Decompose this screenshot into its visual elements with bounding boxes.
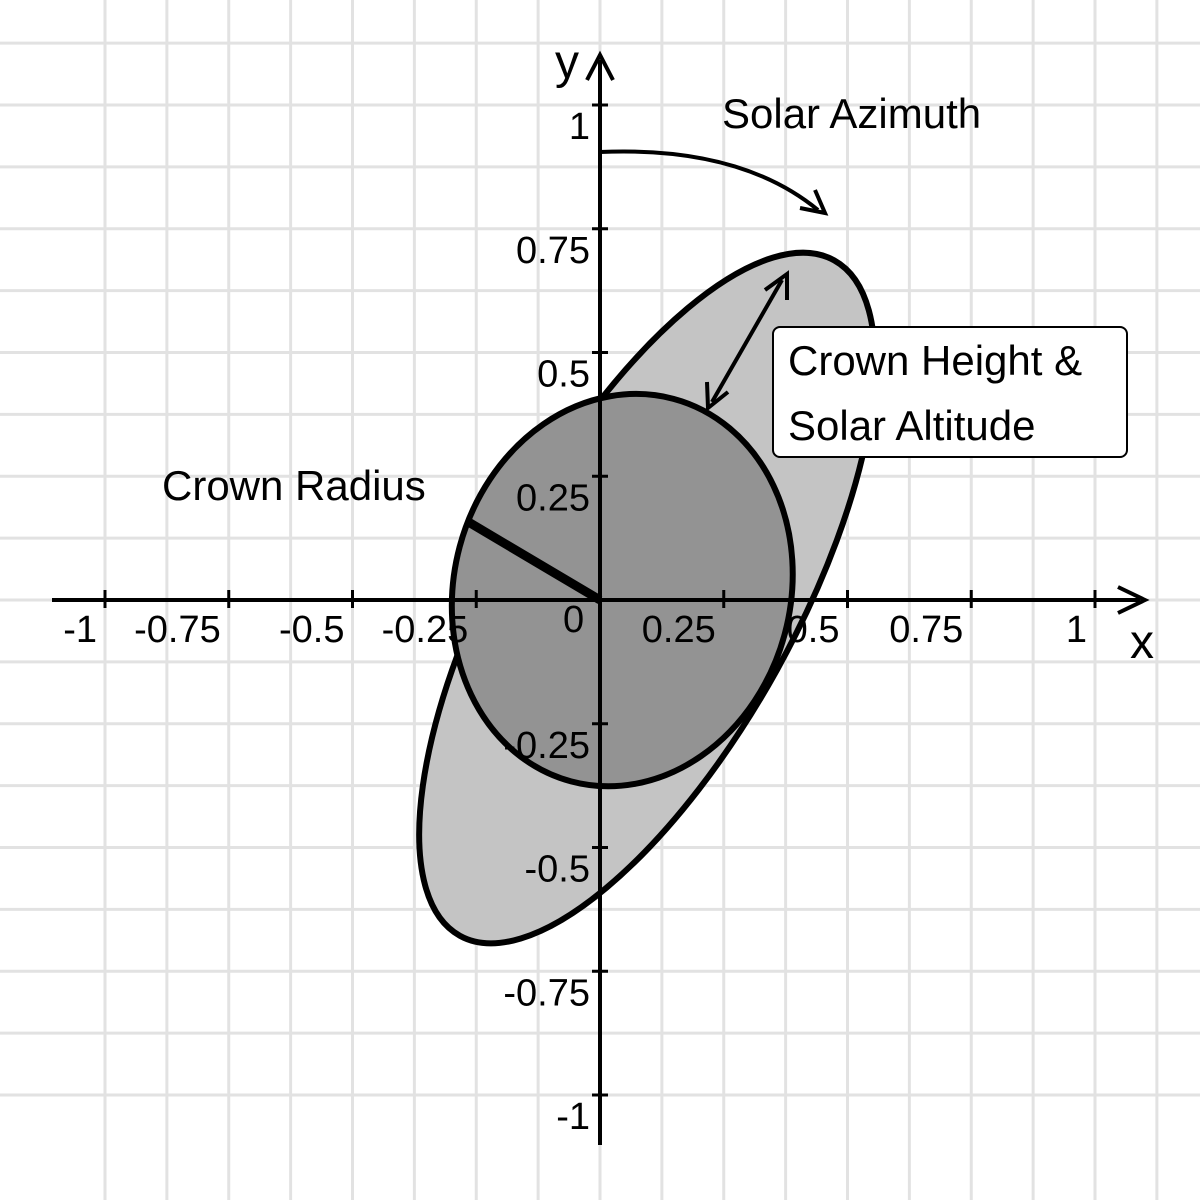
y-axis-arrowhead [585,50,615,81]
solar-azimuth-label: Solar Azimuth [722,90,981,137]
solar-azimuth-arrow [599,149,820,212]
y-tick-label: -0.75 [503,972,590,1014]
crown-height-label-box [772,326,1128,458]
x-tick-label: -0.75 [134,609,221,651]
y-tick-label: -0.25 [503,725,590,767]
x-tick-label: 1 [1066,609,1087,651]
x-tick-label: 0.5 [787,609,840,651]
y-tick-label: 0.25 [516,477,590,519]
crown-ellipse [448,390,796,790]
solar-azimuth-arrowhead [799,189,829,216]
crown-radius-line [464,516,603,604]
y-tick-label: -0.5 [525,849,590,891]
crown-radius-label: Crown Radius [162,462,426,509]
y-tick-label: 0.75 [516,230,590,272]
x-tick-label: 0.25 [642,609,716,651]
x-axis-arrowhead [1117,585,1150,615]
x-tick-label: -1 [63,609,97,651]
y-tick-label: 1 [569,106,590,148]
tick-labels: -1 -0.75 -0.5 -0.25 0.25 0.5 0.75 1 1 0.75 0.5 0.25… [63,106,1087,1138]
x-tick-label: -0.5 [279,609,344,651]
y-tick-label: 0.5 [537,354,590,396]
origin-label: 0 [563,599,584,641]
crown-height-arrowhead-bottom [705,381,730,413]
crown-height-label-line1: Crown Height & [788,337,1082,384]
y-tick-label: -1 [556,1096,590,1138]
x-tick-label: -0.25 [382,609,469,651]
y-axis-label: y [555,36,579,89]
crown-height-arrow [710,279,784,403]
x-axis-label: x [1130,616,1154,669]
x-tick-label: 0.75 [889,609,963,651]
crown-height-arrowhead-top [763,270,789,300]
ticks [103,103,1097,1097]
crown-height-label-line2: Solar Altitude [788,402,1036,449]
